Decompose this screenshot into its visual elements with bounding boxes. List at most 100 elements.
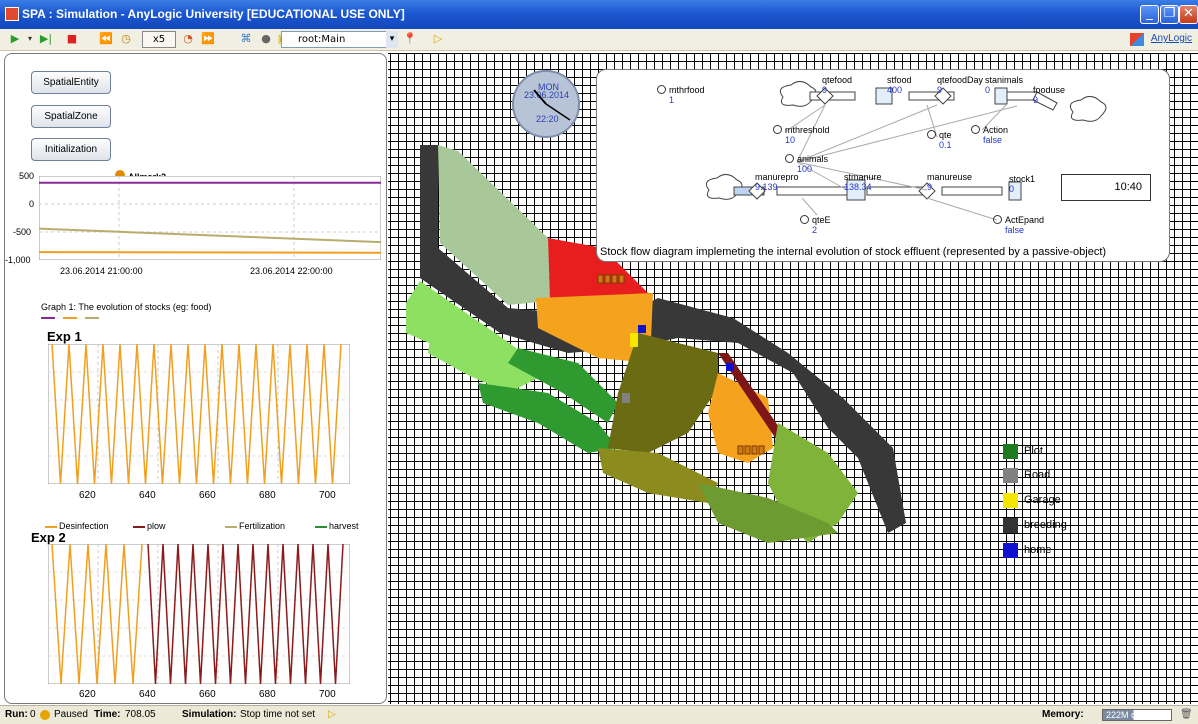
anylogic-logo-icon xyxy=(1130,33,1144,46)
maximize-button[interactable]: ❐ xyxy=(1160,5,1179,24)
var-qtee: qteE 2 xyxy=(812,215,831,235)
legend-swatch xyxy=(1003,444,1018,459)
run-value: 0 xyxy=(30,709,36,720)
legend-swatch xyxy=(1003,493,1018,508)
chart1-xtick: 23.06.2014 21:00:00 xyxy=(60,266,143,276)
exp2-label: Exp 2 xyxy=(31,530,66,545)
series-line xyxy=(51,344,342,484)
run-dropdown-icon[interactable]: ▾ xyxy=(27,34,32,43)
series-line xyxy=(147,544,344,684)
var-manureuse: manureuse 9 xyxy=(927,172,973,192)
legend-label: Plot xyxy=(1024,445,1043,457)
play-outline-icon[interactable]: ▷ xyxy=(328,709,336,720)
simulation-value: Stop time not set xyxy=(240,709,316,720)
legend-swatch-harvest xyxy=(315,526,327,528)
legend-desinfection: Desinfection xyxy=(59,521,109,531)
left-panel: SpatialEntity SpatialZone Initialization… xyxy=(4,53,387,704)
clock-date: 23.06.2014 xyxy=(524,90,570,100)
legend-plow: plow xyxy=(147,521,166,531)
var-stmanure: stmanure 138.34 xyxy=(844,172,882,192)
farm-map xyxy=(406,145,906,543)
var-manurepro: manurepro 9.139 xyxy=(755,172,799,192)
clock-icon[interactable]: ◷ xyxy=(121,32,131,45)
camera-icon[interactable]: ● xyxy=(261,32,271,45)
var-action: Action false xyxy=(983,125,1009,145)
exp2-legend: Desinfection plow Fertilization harvest xyxy=(45,521,385,533)
time-label: Time: xyxy=(94,709,121,720)
memory-bar: 222M of 494M xyxy=(1102,709,1172,721)
spatial-entity-button[interactable]: SpatialEntity xyxy=(31,71,111,94)
paused-icon xyxy=(40,710,50,720)
exp1-xtick: 640 xyxy=(139,490,156,501)
chart1-plot xyxy=(39,176,381,260)
qte-icon xyxy=(927,130,936,139)
var-fooduse: fooduse 9 xyxy=(1033,85,1066,105)
minimize-button[interactable]: _ xyxy=(1140,5,1159,24)
step-icon[interactable]: ▶| xyxy=(39,32,53,45)
chart1-series-line xyxy=(39,227,381,244)
root-dropdown-icon[interactable]: ▾ xyxy=(386,31,398,48)
chart1-ytick: 500 xyxy=(19,171,35,181)
trash-icon[interactable]: 🗑 xyxy=(1180,709,1193,720)
initialization-button[interactable]: Initialization xyxy=(31,138,111,161)
sfd-time-box: 10:40 xyxy=(1061,174,1151,201)
var-mthreshold: mthreshold 10 xyxy=(785,125,830,145)
clock-time: 22:20 xyxy=(536,114,559,124)
map-area[interactable]: MON 23.06.2014 22:20 mthrfood 1 qtefood 9 … xyxy=(388,53,1198,704)
var-animals: animals 100 xyxy=(797,154,829,174)
var-stfood: stfood 400 xyxy=(887,75,912,95)
window-title: SPA : Simulation - AnyLogic University [… xyxy=(22,7,405,21)
mthrfood-icon xyxy=(657,85,666,94)
legend-harvest: harvest xyxy=(329,521,359,531)
legend-label: breeding xyxy=(1024,519,1067,531)
warning-icon xyxy=(115,170,125,180)
qtee-icon xyxy=(800,215,809,224)
legend-swatch-plow xyxy=(133,526,145,528)
clock-hands xyxy=(533,89,571,121)
series-line xyxy=(51,544,143,684)
exp2-xtick: 620 xyxy=(79,689,96,700)
exp2-xtick: 640 xyxy=(139,689,156,700)
run-icon[interactable]: ▶ xyxy=(10,32,20,45)
speed-field[interactable]: x5 xyxy=(142,31,176,48)
root-select[interactable]: root:Main xyxy=(281,31,398,48)
legend-swatch-fertilization xyxy=(225,526,237,528)
var-stock1: stock1 0 xyxy=(1009,174,1036,194)
chart1-legend xyxy=(41,317,99,319)
simulation-label: Simulation: xyxy=(182,709,237,720)
var-actepand: ActEpand false xyxy=(1005,215,1045,235)
stop-icon[interactable]: ■ xyxy=(66,32,78,45)
legend-fertilization: Fertilization xyxy=(239,521,286,531)
chart1-ytick: -500 xyxy=(13,227,32,237)
exp2-xtick: 660 xyxy=(199,689,216,700)
sfd-arrows xyxy=(705,81,1107,221)
exp1-xtick: 660 xyxy=(199,490,216,501)
chart1-series-line xyxy=(39,251,381,254)
mthreshold-icon xyxy=(773,125,782,134)
paused-status: Paused xyxy=(54,709,88,720)
pin-icon[interactable]: 📍 xyxy=(403,32,417,45)
close-button[interactable]: ✕ xyxy=(1179,5,1198,24)
app-icon xyxy=(5,7,19,21)
exp2-plot xyxy=(48,544,350,684)
anylogic-link[interactable]: AnyLogic xyxy=(1150,33,1192,44)
slow-down-icon[interactable]: ⏪ xyxy=(99,32,113,45)
exp1-xtick: 680 xyxy=(259,490,276,501)
var-qtefoodday: qtefoodDay 9 xyxy=(937,75,984,95)
navigate-icon[interactable]: ⌘ xyxy=(240,32,252,45)
virtual-time-icon[interactable]: ◔ xyxy=(183,32,193,45)
time-value: 708.05 xyxy=(125,709,156,720)
chart1-xtick: 23.06.2014 22:00:00 xyxy=(250,266,333,276)
play-outline-icon[interactable]: ▷ xyxy=(433,32,443,45)
title-bar: SPA : Simulation - AnyLogic University [… xyxy=(0,0,1198,29)
var-qtefood: qtefood 9 xyxy=(822,75,853,95)
actepand-icon xyxy=(993,215,1002,224)
exp2-xtick: 680 xyxy=(259,689,276,700)
exp1-label: Exp 1 xyxy=(47,329,82,344)
var-qte: qte 0.1 xyxy=(939,130,952,150)
toolbar: ▶ ▾ ▶| ■ ⏪ ◷ x5 ◔ ⏩ ⌘ ● ▣ root:Main ▾ 📍 … xyxy=(0,29,1198,51)
spatial-zone-button[interactable]: SpatialZone xyxy=(31,105,111,128)
chart1-ytick: -1,000 xyxy=(5,255,31,265)
speed-up-icon[interactable]: ⏩ xyxy=(201,32,215,45)
clock-day: MON xyxy=(538,82,559,92)
